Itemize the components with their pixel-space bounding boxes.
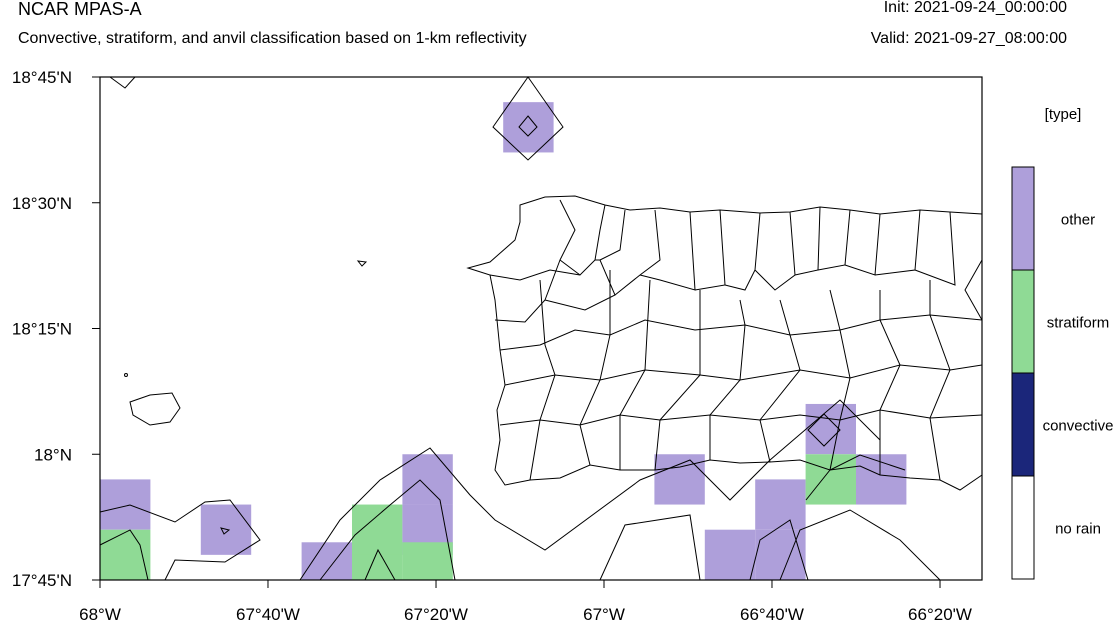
- legend-label: other: [1061, 212, 1095, 229]
- lon-tick-label: 67°40'W: [236, 605, 300, 624]
- cell-other: [301, 542, 352, 580]
- init-time: Init: 2021-09-24_00:00:00: [883, 0, 1067, 16]
- legend-swatch-convective: [1011, 372, 1035, 477]
- classification-cells: [100, 102, 907, 580]
- cell-stratiform: [352, 504, 403, 555]
- legend-swatch-stratiform: [1011, 269, 1035, 374]
- legend-label: no rain: [1055, 521, 1101, 538]
- cell-other: [402, 454, 453, 505]
- lat-tick-label: 18°30'N: [12, 194, 72, 213]
- lat-tick-label: 18°15'N: [12, 320, 72, 339]
- lat-tick-label: 17°45'N: [12, 571, 72, 590]
- cell-other: [856, 454, 907, 505]
- lon-tick-label: 68°W: [79, 605, 121, 624]
- lon-tick-label: 67°W: [583, 605, 625, 624]
- lat-tick-label: 18°45'N: [12, 68, 72, 87]
- cell-other: [100, 479, 151, 530]
- cell-stratiform: [402, 542, 453, 580]
- cell-other: [704, 529, 756, 580]
- cell-other: [805, 403, 856, 455]
- latitude-ticks: 18°45'N 18°30'N 18°15'N 18°N 17°45'N: [12, 68, 100, 590]
- longitude-ticks: 68°W 67°40'W 67°20'W 67°W 66°40'W 66°20'W: [79, 580, 972, 624]
- cell-other: [755, 529, 806, 580]
- lat-tick-label: 18°N: [34, 445, 72, 464]
- cell-other: [755, 479, 806, 530]
- lon-tick-label: 66°40'W: [740, 605, 804, 624]
- coastline-and-municipalities: [124, 195, 983, 491]
- legend-title: [type]: [1045, 106, 1082, 123]
- cell-stratiform: [100, 529, 151, 580]
- valid-time: Valid: 2021-09-27_08:00:00: [870, 30, 1067, 47]
- lon-tick-label: 67°20'W: [404, 605, 468, 624]
- legend-label: stratiform: [1047, 315, 1110, 332]
- map-title: NCAR MPAS-A: [18, 0, 142, 19]
- cell-other: [654, 454, 705, 505]
- lon-tick-label: 66°20'W: [908, 605, 972, 624]
- legend-swatch-no-rain: [1011, 475, 1035, 580]
- legend: [type] other stratiform convective no rain: [1011, 106, 1114, 580]
- legend-swatch-other: [1011, 166, 1035, 271]
- cell-other: [503, 102, 554, 153]
- cell-stratiform: [805, 454, 856, 505]
- map-subtitle: Convective, stratiform, and anvil classi…: [18, 30, 527, 47]
- legend-label: convective: [1043, 418, 1114, 435]
